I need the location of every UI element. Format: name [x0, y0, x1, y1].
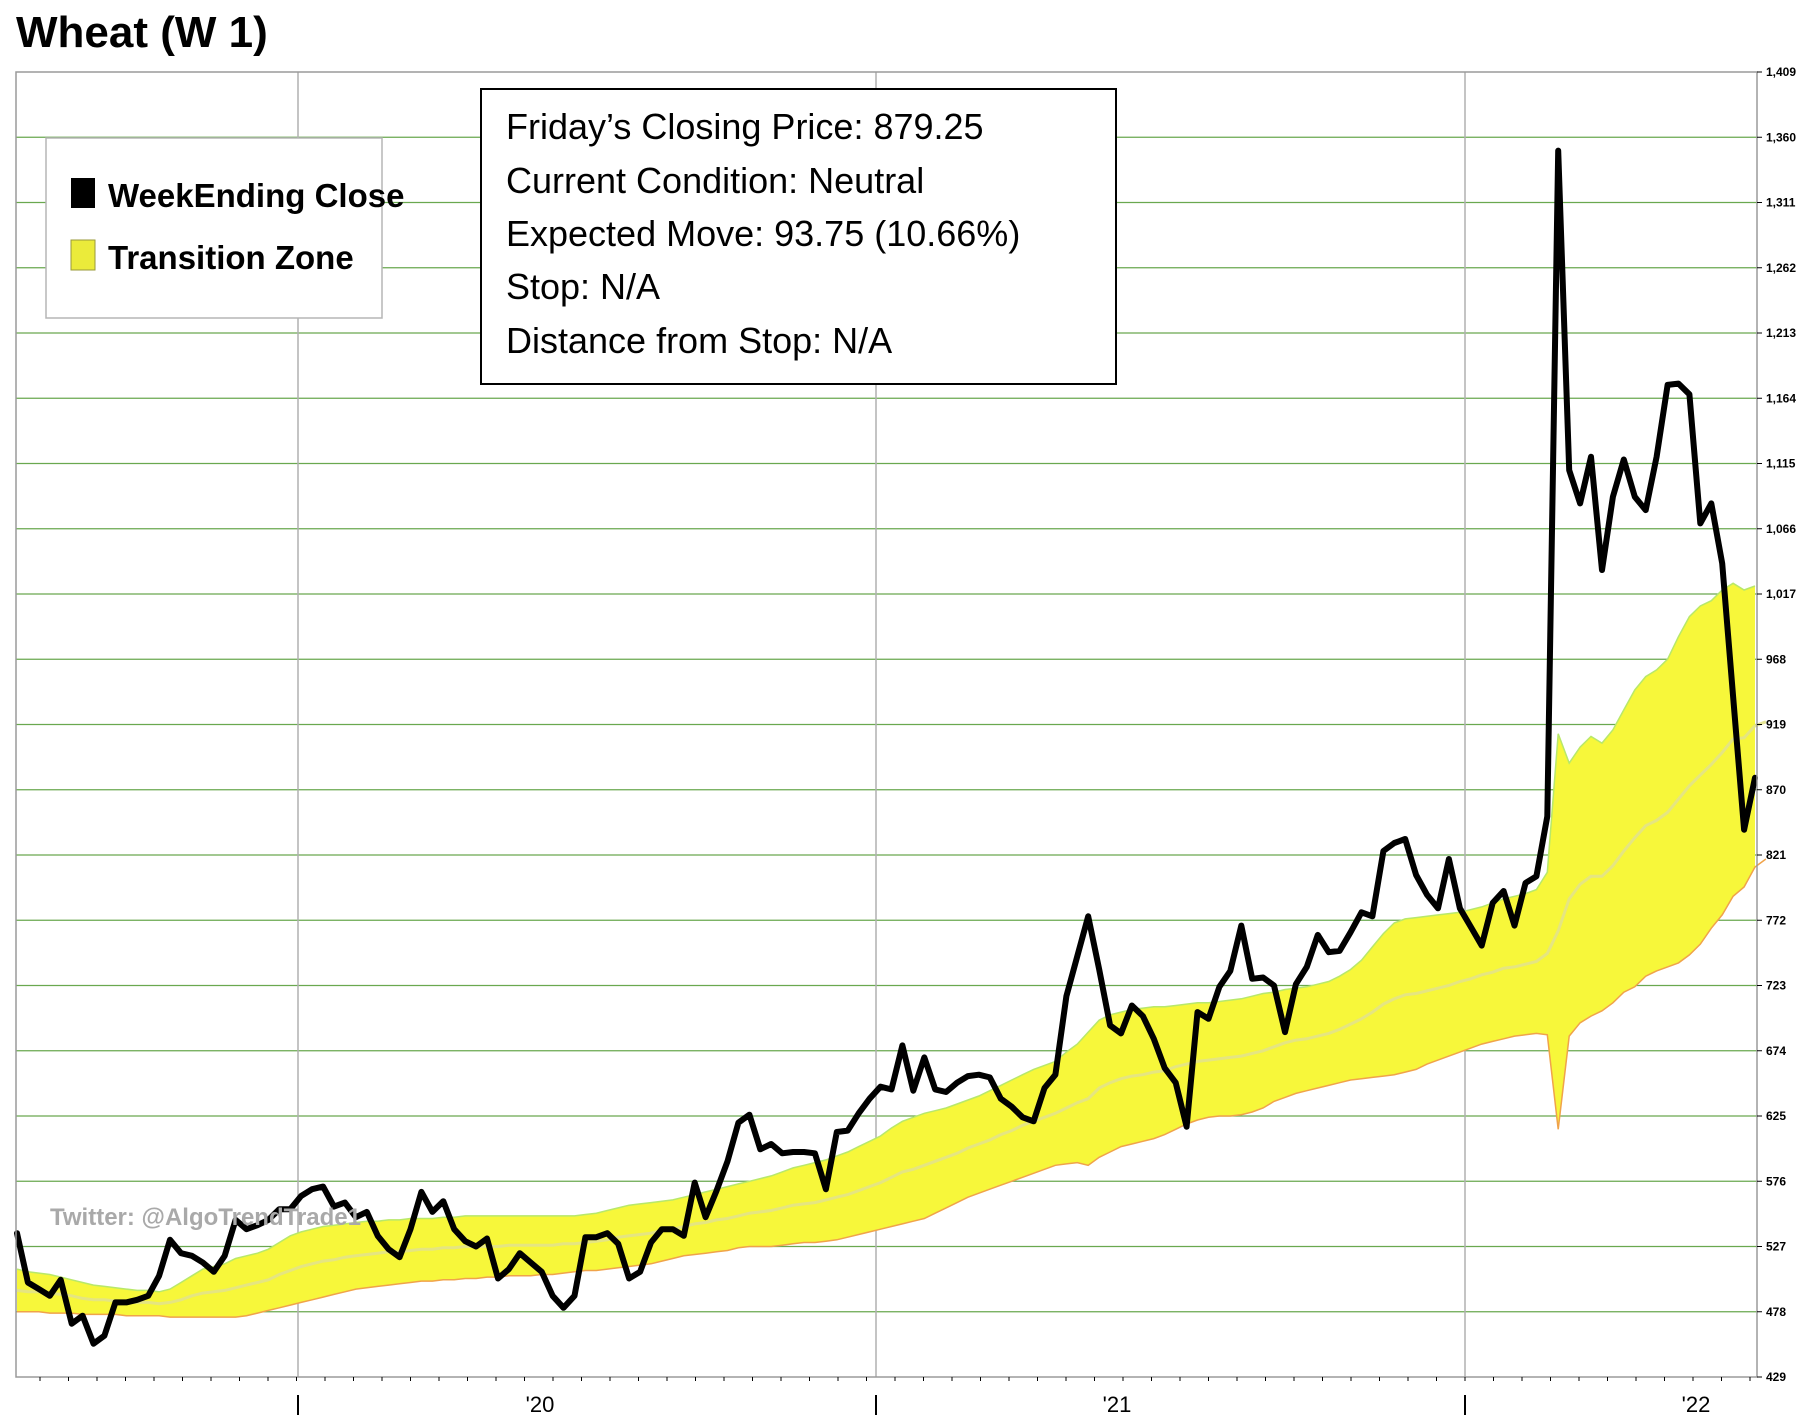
y-tick-label: 674: [1766, 1044, 1786, 1058]
y-tick-label: 625: [1766, 1109, 1786, 1123]
info-box: Friday’s Closing Price: 879.25 Current C…: [480, 88, 1117, 385]
grid-lines: [16, 72, 1757, 1377]
legend-swatch-zone: [70, 239, 96, 271]
y-tick-label: 1,360: [1766, 130, 1796, 144]
y-tick-label: 1,262: [1766, 261, 1796, 275]
y-tick-label: 772: [1766, 913, 1786, 927]
legend-frame: [45, 137, 383, 319]
y-tick-label: 723: [1766, 979, 1786, 993]
y-tick-label: 1,066: [1766, 522, 1796, 536]
legend-label-zone: Transition Zone: [108, 239, 354, 276]
info-closing-price: Friday’s Closing Price: 879.25: [506, 106, 984, 147]
legend-swatch-close: [71, 178, 95, 208]
weekending-close-line: [14, 147, 1758, 1347]
info-box-frame: [480, 88, 1117, 385]
info-expected-move: Expected Move: 93.75 (10.66%): [506, 213, 1020, 254]
transition-zone-fill: [17, 583, 1755, 1318]
watermark-text: Twitter: @AlgoTrendTrade1: [50, 1204, 361, 1231]
y-tick-label: 1,213: [1766, 326, 1796, 340]
y-tick-label: 968: [1766, 652, 1786, 666]
y-tick-label: 1,409: [1766, 65, 1796, 79]
x-axis: '20 '21 '22: [39, 1377, 1751, 1415]
y-tick-label: 429: [1766, 1370, 1786, 1384]
y-tick-label: 1,311: [1766, 196, 1796, 210]
y-axis: 429 478 527 576 625 674 723 772 821 870 919 968 1,01…: [1757, 65, 1796, 1384]
y-tick-label: 870: [1766, 783, 1786, 797]
x-axis-label: '21: [1103, 1392, 1132, 1415]
x-axis-label: '22: [1682, 1392, 1711, 1415]
y-tick-label: 821: [1766, 848, 1786, 862]
y-tick-label: 1,164: [1766, 391, 1796, 405]
weekending-close-series: [14, 147, 1758, 1347]
legend-label-close: WeekEnding Close: [108, 177, 404, 214]
y-tick-label: 1,115: [1766, 457, 1796, 471]
legend-box: WeekEnding Close Transition Zone: [45, 137, 404, 319]
transition-zone-upper-edge: [16, 582, 1756, 1293]
transition-zone-band: [16, 582, 1767, 1318]
info-distance-from-stop: Distance from Stop: N/A: [506, 320, 892, 361]
y-tick-label: 478: [1766, 1305, 1786, 1319]
transition-zone-lower-edge: [17, 858, 1767, 1318]
y-tick-label: 576: [1766, 1174, 1786, 1188]
info-current-condition: Current Condition: Neutral: [506, 160, 924, 201]
info-stop: Stop: N/A: [506, 266, 660, 307]
y-tick-label: 919: [1766, 718, 1786, 732]
transition-zone-midline: [16, 720, 1767, 1306]
y-tick-label: 527: [1766, 1240, 1786, 1254]
x-axis-label: '20: [526, 1392, 555, 1415]
y-tick-label: 1,017: [1766, 587, 1796, 601]
chart-title: Wheat (W 1): [16, 8, 268, 57]
